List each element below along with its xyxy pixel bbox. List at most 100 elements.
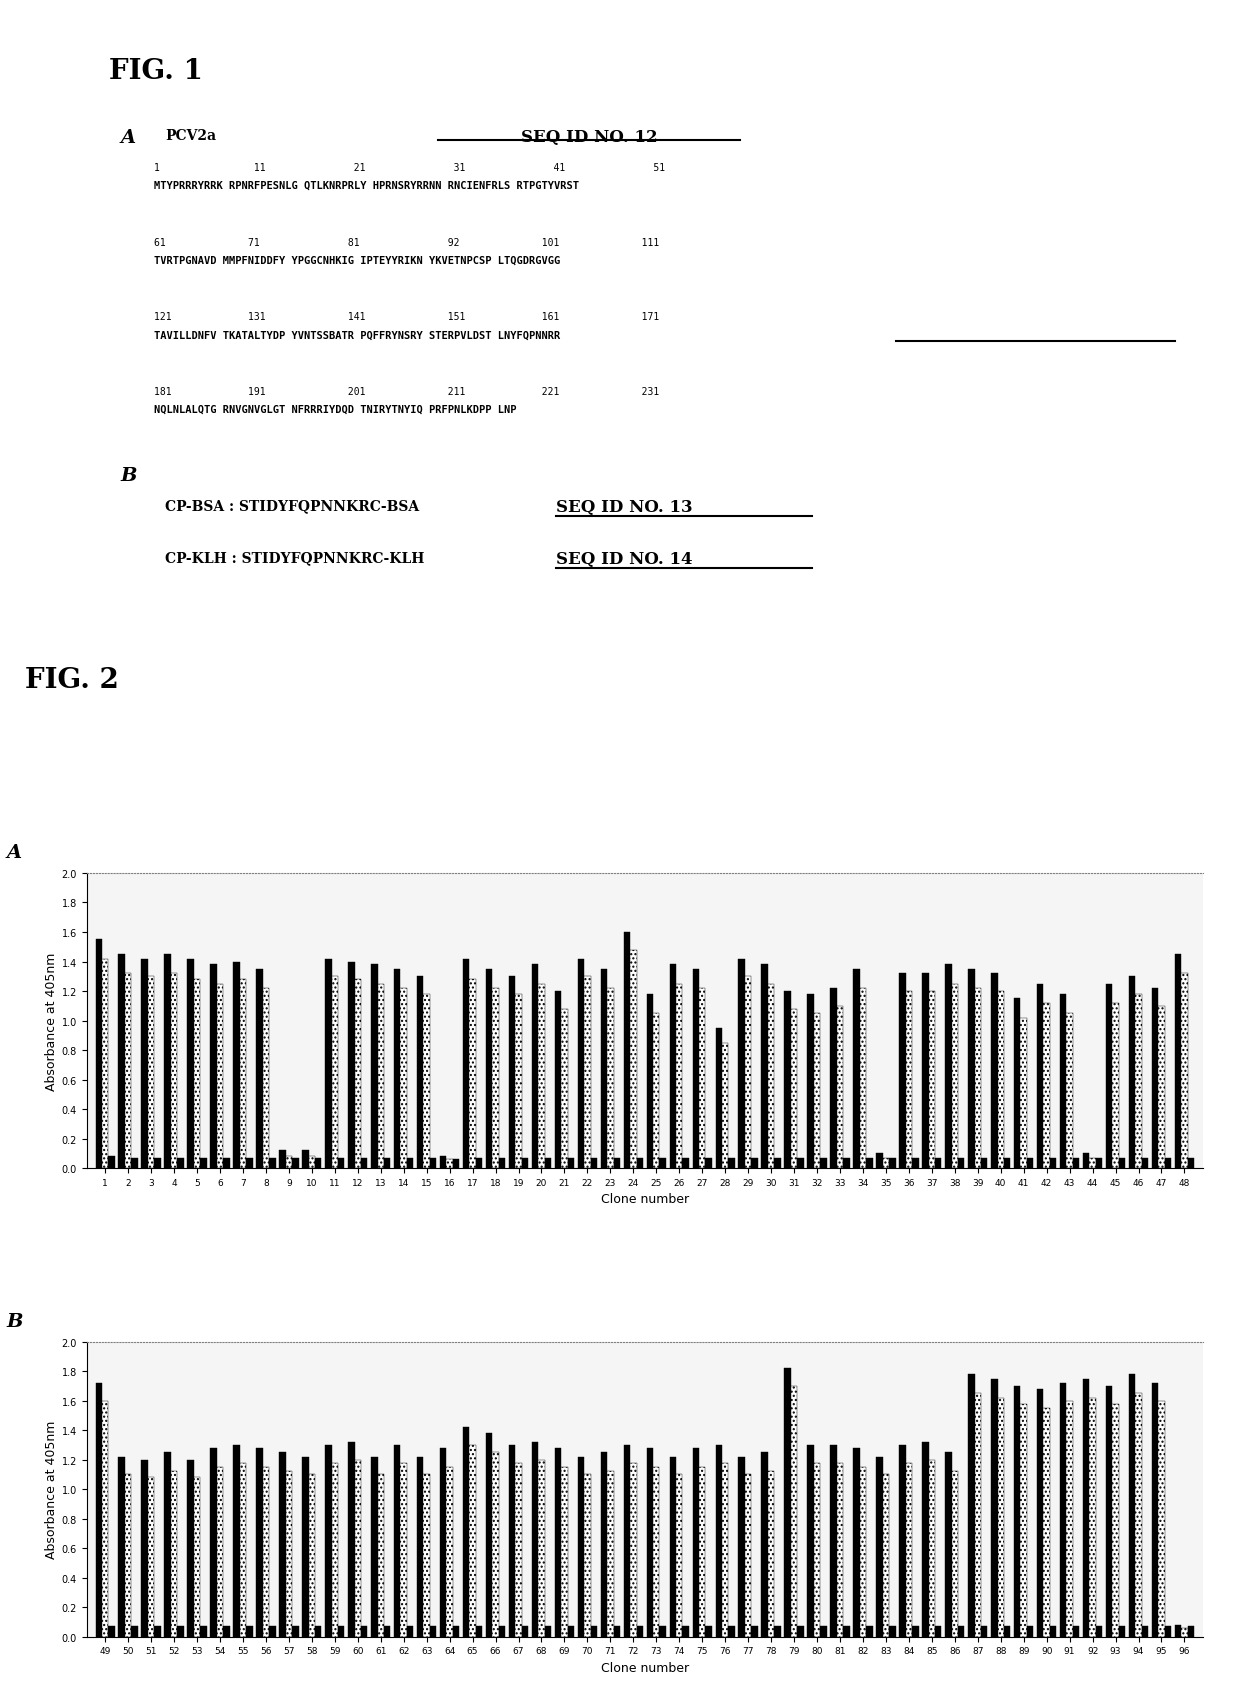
Bar [1118, 1158, 1125, 1168]
Bar [247, 1627, 253, 1637]
Bar [1027, 1158, 1033, 1168]
Bar [141, 1459, 148, 1637]
Bar [223, 1158, 229, 1168]
Bar [1090, 1158, 1096, 1168]
Bar [279, 1151, 285, 1168]
Bar [913, 1627, 919, 1637]
Text: B: B [6, 1313, 24, 1330]
Bar [470, 1446, 476, 1637]
Bar [154, 1158, 161, 1168]
Bar [516, 1463, 522, 1637]
Bar [630, 950, 636, 1168]
Bar [361, 1158, 367, 1168]
Bar [293, 1158, 299, 1168]
Bar [959, 1158, 965, 1168]
Bar [1128, 977, 1136, 1168]
Bar [624, 933, 630, 1168]
Bar [423, 1475, 430, 1637]
Text: A: A [120, 130, 135, 147]
Bar [325, 1446, 331, 1637]
Text: TAVILLDNFV TKATALTYDP YVNTSSBATR PQFFRYNSRY STERPVLDST LNYFQPNNRR: TAVILLDNFV TKATALTYDP YVNTSSBATR PQFFRYN… [154, 331, 560, 341]
Bar [119, 955, 125, 1168]
Bar [361, 1627, 367, 1637]
Bar [562, 1009, 568, 1168]
Bar [1164, 1627, 1171, 1637]
Bar [889, 1627, 895, 1637]
Bar [1004, 1158, 1011, 1168]
Bar [348, 1442, 355, 1637]
Bar [670, 965, 676, 1168]
Bar [646, 1448, 653, 1637]
Bar [325, 958, 331, 1168]
Bar [945, 1453, 951, 1637]
Bar [693, 970, 699, 1168]
Y-axis label: Absorbance at 405nm: Absorbance at 405nm [45, 1420, 57, 1558]
Bar [1142, 1627, 1148, 1637]
Bar [1073, 1627, 1079, 1637]
Bar [544, 1627, 551, 1637]
Bar [309, 1475, 315, 1637]
Bar [791, 1386, 797, 1637]
Bar [797, 1627, 804, 1637]
Bar [1174, 955, 1182, 1168]
Bar [1164, 1158, 1171, 1168]
Bar [899, 974, 905, 1168]
Bar [417, 977, 423, 1168]
Bar [590, 1158, 596, 1168]
Bar [355, 980, 361, 1168]
Bar [1043, 1003, 1050, 1168]
Bar [853, 970, 859, 1168]
Bar [797, 1158, 804, 1168]
Bar [463, 958, 470, 1168]
Bar [148, 1478, 154, 1637]
Bar [554, 991, 562, 1168]
Bar [165, 1453, 171, 1637]
Bar [568, 1158, 574, 1168]
Bar [279, 1453, 285, 1637]
Bar [807, 1446, 813, 1637]
Bar [722, 1463, 728, 1637]
Bar [263, 989, 269, 1168]
Bar [463, 1427, 470, 1637]
Bar [614, 1158, 620, 1168]
Bar [1112, 1003, 1118, 1168]
Bar [125, 1475, 131, 1637]
Text: FIG. 2: FIG. 2 [25, 667, 119, 694]
Bar [453, 1627, 459, 1637]
Bar [384, 1158, 391, 1168]
Bar [1128, 1374, 1136, 1637]
Bar [148, 977, 154, 1168]
Bar [1027, 1627, 1033, 1637]
Bar [751, 1627, 758, 1637]
Bar [303, 1456, 309, 1637]
Text: 121             131              141              151             161           : 121 131 141 151 161 [154, 312, 658, 322]
Bar [498, 1158, 505, 1168]
Bar [636, 1158, 644, 1168]
Y-axis label: Absorbance at 405nm: Absorbance at 405nm [45, 951, 57, 1089]
Bar [1050, 1627, 1056, 1637]
Bar [774, 1158, 781, 1168]
Bar [331, 1463, 339, 1637]
Bar [285, 1471, 293, 1637]
Bar [859, 989, 867, 1168]
Bar [538, 1459, 544, 1637]
Bar [516, 994, 522, 1168]
Bar [945, 965, 951, 1168]
Bar [508, 977, 516, 1168]
Bar [269, 1158, 275, 1168]
Bar [532, 1442, 538, 1637]
Bar [1096, 1627, 1102, 1637]
Bar [423, 994, 430, 1168]
Bar [923, 1442, 929, 1637]
Bar [384, 1627, 391, 1637]
Bar [785, 991, 791, 1168]
Bar [1021, 1403, 1027, 1637]
Bar [820, 1158, 827, 1168]
Bar [211, 1448, 217, 1637]
Bar [508, 1446, 516, 1637]
Bar [1142, 1158, 1148, 1168]
Bar [774, 1627, 781, 1637]
Bar [125, 974, 131, 1168]
Bar [211, 965, 217, 1168]
Bar [1158, 1006, 1164, 1168]
